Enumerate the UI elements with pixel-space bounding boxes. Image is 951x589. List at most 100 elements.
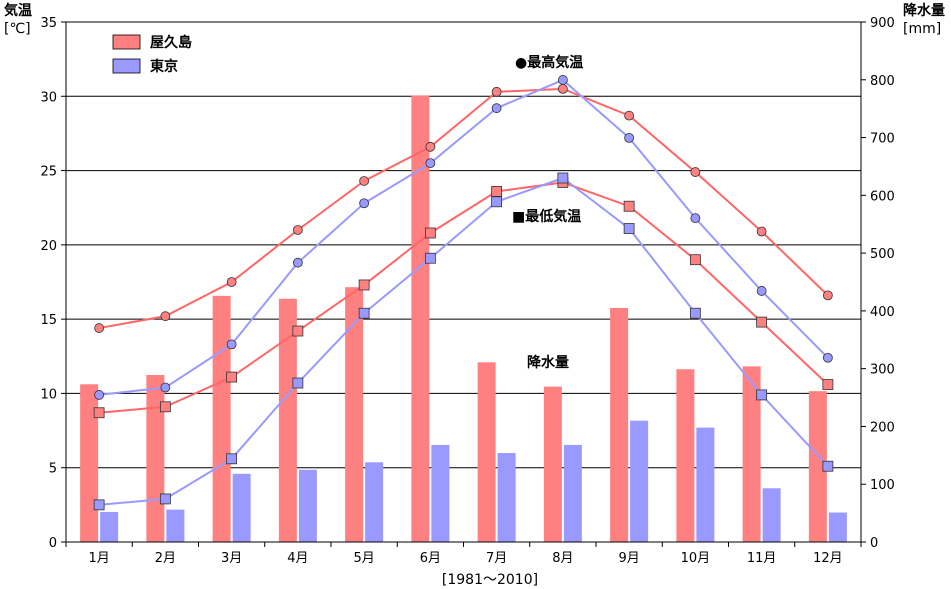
max-temp-point-tokyo <box>359 198 370 209</box>
precip-bar-tokyo <box>100 511 119 542</box>
precip-bar-yakushima <box>543 386 562 542</box>
min-temp-point-tokyo <box>756 389 768 401</box>
min-temp-point-yakushima <box>292 325 304 337</box>
min-temp-line-tokyo <box>99 176 829 506</box>
max-temp-line-yakushima <box>98 87 829 330</box>
left-tick-label: 0 <box>49 536 57 551</box>
max-temp-point-tokyo <box>160 382 171 393</box>
legend-swatch-tokyo <box>112 58 141 74</box>
right-tick-label: 600 <box>870 189 895 204</box>
precip-bar-tokyo <box>365 462 384 542</box>
right-tick-label: 800 <box>870 74 895 89</box>
right-tick-label: 300 <box>870 363 895 378</box>
left-tick-label: 20 <box>40 239 57 254</box>
x-tick-label: 1月 <box>88 551 109 566</box>
left-tick-label: 10 <box>40 387 57 402</box>
precip-bar-yakushima <box>742 366 761 542</box>
max-temp-point-tokyo <box>425 158 436 169</box>
legend-swatch-yakushima <box>112 34 141 50</box>
max-temp-point-yakushima <box>292 225 303 235</box>
max-temp-point-tokyo <box>756 286 767 296</box>
min-temp-point-yakushima <box>623 200 635 212</box>
precip-bar-yakushima <box>676 369 695 542</box>
max-temp-point-tokyo <box>94 390 105 400</box>
max-temp-point-tokyo <box>292 257 303 268</box>
x-tick-label: 7月 <box>486 551 507 566</box>
max-temp-point-yakushima <box>94 323 105 333</box>
x-tick-label: 5月 <box>353 551 374 566</box>
precip-bar-yakushima <box>411 95 430 542</box>
legend-label-yakushima: 屋久島 <box>150 34 192 51</box>
period-label: [1981～2010] <box>442 572 538 588</box>
x-tick-label: 3月 <box>221 551 242 566</box>
min-temp-annotation: ■最低気温 <box>512 208 581 225</box>
max-temp-point-yakushima <box>690 167 701 177</box>
precip-bar-tokyo <box>298 469 317 542</box>
x-tick-label: 10月 <box>681 551 711 566</box>
min-temp-point-tokyo <box>623 223 635 234</box>
precip-bar-yakushima <box>345 287 364 542</box>
left-tick-label: 15 <box>40 313 57 328</box>
min-temp-point-yakushima <box>822 379 834 390</box>
right-axis-title: 降水量 <box>903 2 945 19</box>
precip-bar-yakushima <box>80 384 99 542</box>
legend: 屋久島 東京 <box>112 34 192 75</box>
x-tick-label: 9月 <box>618 551 639 566</box>
min-temp-line-yakushima <box>99 181 829 414</box>
max-temp-point-tokyo <box>557 75 568 85</box>
precip-bar-yakushima <box>477 362 496 542</box>
x-tick-label: 6月 <box>420 551 441 566</box>
right-tick-label: 200 <box>870 420 895 435</box>
x-tick-label: 11月 <box>747 551 777 566</box>
max-temp-point-yakushima <box>624 110 635 121</box>
precip-bar-yakushima <box>278 298 297 542</box>
max-temp-point-tokyo <box>624 132 635 143</box>
precip-bar-tokyo <box>828 512 847 542</box>
right-tick-label: 900 <box>870 16 895 31</box>
min-temp-point-tokyo <box>93 499 105 511</box>
precip-bar-tokyo <box>166 509 185 542</box>
left-axis-unit: [℃] <box>4 21 31 37</box>
precip-annotation: 降水量 <box>527 354 569 371</box>
legend-label-tokyo: 東京 <box>150 58 178 75</box>
temperature-lines <box>93 75 834 511</box>
min-temp-point-yakushima <box>93 407 105 419</box>
x-tick-label: 2月 <box>155 551 176 566</box>
grid-lines <box>66 21 861 469</box>
precip-bar-tokyo <box>497 453 516 542</box>
max-temp-point-yakushima <box>491 86 502 97</box>
max-temp-annotation: ●最高気温 <box>515 54 583 71</box>
min-temp-point-tokyo <box>292 377 304 389</box>
right-tick-label: 400 <box>870 305 895 320</box>
left-axis-title: 気温 <box>4 2 32 19</box>
max-temp-point-yakushima <box>822 290 833 301</box>
precip-bar-tokyo <box>696 427 715 542</box>
max-temp-point-tokyo <box>822 352 833 363</box>
right-tick-label: 100 <box>870 478 895 493</box>
precip-bar-yakushima <box>212 295 231 542</box>
x-tick-label: 4月 <box>287 551 308 566</box>
max-temp-point-yakushima <box>425 141 436 152</box>
right-tick-label: 0 <box>870 536 878 551</box>
min-temp-point-yakushima <box>689 254 701 266</box>
min-temp-point-yakushima <box>159 401 171 413</box>
min-temp-point-tokyo <box>491 196 503 208</box>
max-temp-point-yakushima <box>160 311 171 322</box>
min-temp-point-tokyo <box>689 307 701 319</box>
min-temp-point-yakushima <box>226 371 238 383</box>
min-temp-point-yakushima <box>491 185 503 197</box>
precip-bar-tokyo <box>630 420 649 542</box>
precip-bar-yakushima <box>610 308 629 542</box>
right-tick-label: 700 <box>870 132 895 147</box>
right-tick-label: 500 <box>870 247 895 262</box>
max-temp-point-yakushima <box>756 226 767 237</box>
left-tick-label: 35 <box>40 16 57 31</box>
max-temp-point-yakushima <box>359 176 370 186</box>
max-temp-point-yakushima <box>557 83 568 94</box>
precip-bar-tokyo <box>431 444 450 542</box>
precip-bar-yakushima <box>146 375 165 542</box>
max-temp-line-tokyo <box>99 78 829 396</box>
left-tick-label: 25 <box>40 165 57 180</box>
tick-labels: 0 5 10 15 20 25 30 35 0 100 200 300 400 500 600 700 800 9… <box>40 16 894 566</box>
